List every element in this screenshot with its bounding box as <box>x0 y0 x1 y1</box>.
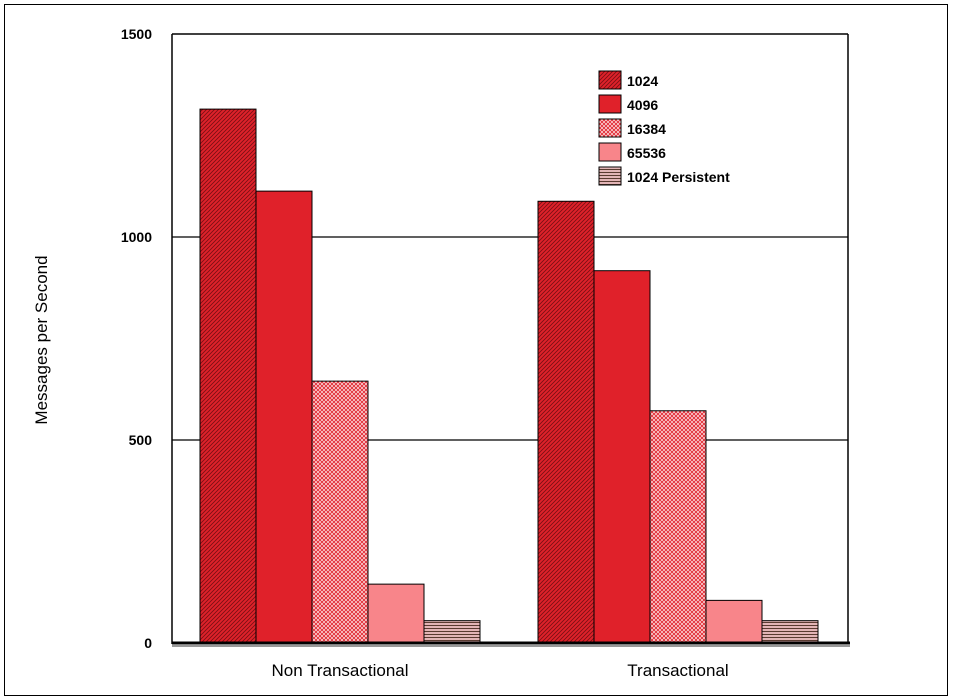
y-tick-label: 0 <box>144 635 152 651</box>
bar <box>705 599 763 644</box>
x-category-label: Non Transactional <box>271 661 408 680</box>
bar <box>367 583 425 644</box>
bar <box>199 108 257 644</box>
chart-frame <box>4 4 948 696</box>
legend-label: 16384 <box>627 121 666 137</box>
y-axis-title: Messages per Second <box>32 255 51 424</box>
axes <box>171 33 850 647</box>
legend-swatch <box>598 118 622 138</box>
legend: 1024 4096 16384 65536 1024 Persistent <box>598 70 730 186</box>
bar <box>593 270 651 644</box>
bars <box>199 108 819 644</box>
legend-label: 4096 <box>627 97 658 113</box>
y-tick-label: 1500 <box>121 26 152 42</box>
bar <box>423 620 481 644</box>
legend-label: 65536 <box>627 145 666 161</box>
bar <box>311 380 369 644</box>
legend-swatch <box>598 166 622 186</box>
bar <box>649 410 707 644</box>
y-tick-label: 500 <box>129 432 153 448</box>
legend-label: 1024 <box>627 73 658 89</box>
x-category-labels: Non Transactional Transactional <box>271 661 728 680</box>
legend-swatch <box>598 70 622 90</box>
bar <box>761 620 819 644</box>
y-tick-label: 1000 <box>121 229 152 245</box>
y-tick-labels: 0 500 1000 1500 <box>121 26 152 651</box>
legend-swatch <box>598 94 622 114</box>
legend-label: 1024 Persistent <box>627 169 730 185</box>
bar <box>255 190 313 644</box>
legend-swatch <box>598 142 622 162</box>
x-category-label: Transactional <box>627 661 728 680</box>
bar <box>537 200 595 644</box>
